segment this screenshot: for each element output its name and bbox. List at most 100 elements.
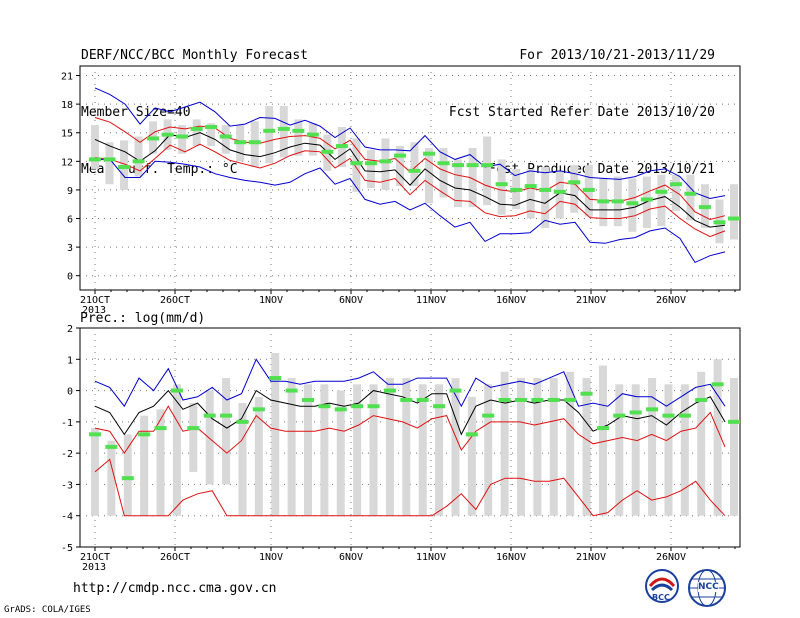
- member-box: [91, 125, 99, 169]
- member-box: [697, 371, 706, 516]
- median-marker: [132, 159, 145, 164]
- member-box: [395, 146, 404, 187]
- member-box: [484, 384, 493, 516]
- member-box: [271, 353, 280, 516]
- member-box: [533, 378, 542, 516]
- median-marker: [568, 180, 581, 185]
- x-year-label: 2013: [82, 562, 106, 573]
- x-tick-label: 26NOV: [656, 552, 686, 563]
- member-box: [410, 142, 419, 187]
- member-box: [336, 390, 345, 516]
- y-tick-label: -4: [61, 512, 73, 523]
- bcc-logo-icon: [645, 569, 679, 603]
- member-box: [320, 384, 329, 516]
- member-box: [304, 384, 312, 516]
- median-marker: [449, 388, 462, 393]
- y-tick-label: 3: [67, 243, 73, 254]
- median-marker: [678, 413, 691, 418]
- median-marker: [547, 397, 560, 402]
- median-marker: [400, 397, 413, 402]
- y-tick-label: -1: [61, 418, 73, 429]
- median-marker: [640, 197, 653, 202]
- series-line-mean: [94, 132, 726, 228]
- member-box: [107, 440, 116, 516]
- median-marker: [318, 404, 331, 409]
- series-line-lower_inner: [94, 143, 726, 238]
- member-box: [648, 378, 657, 516]
- temperature-panel: 0 3 6 9 12 15 18 21 21OCT 26OCT 1NOV 6NOV 11NOV 16NOV…: [61, 65, 741, 316]
- member-box: [598, 365, 607, 516]
- y-tick-label: -5: [61, 543, 73, 554]
- median-marker: [495, 182, 508, 187]
- member-box: [178, 125, 187, 154]
- x-tick-label: 26NOV: [656, 295, 686, 306]
- x-tick-label: 1NOV: [259, 295, 283, 306]
- median-marker: [510, 187, 523, 192]
- median-marker: [646, 407, 659, 412]
- median-marker: [350, 161, 363, 166]
- member-box: [134, 136, 143, 177]
- member-box: [615, 384, 624, 516]
- member-box: [294, 119, 303, 156]
- member-box: [385, 378, 394, 516]
- median-marker: [465, 432, 478, 437]
- median-marker: [103, 157, 116, 162]
- median-marker: [466, 163, 479, 168]
- median-marker: [613, 413, 626, 418]
- fcst-started-date: Fcst Started Refer Date 2013/10/20: [448, 105, 715, 120]
- bcc-logo: BCC: [640, 568, 686, 608]
- median-marker: [662, 413, 675, 418]
- member-box: [189, 403, 198, 472]
- median-marker: [524, 184, 537, 189]
- median-marker: [498, 397, 511, 402]
- median-marker: [335, 144, 348, 149]
- member-box: [439, 147, 448, 198]
- median-marker: [564, 397, 577, 402]
- median-marker: [669, 182, 682, 187]
- x-tick-label: 6NOV: [339, 552, 363, 563]
- precipitation-panel: -5 -4 -3 -2 -1 0 1 2 21OCT 26OCT 1NOV 6NOV 11NOV 16NO…: [61, 324, 741, 573]
- median-marker: [437, 161, 450, 166]
- member-box: [500, 371, 509, 516]
- median-marker: [698, 205, 711, 210]
- series-line-lower_inner: [94, 458, 726, 517]
- median-marker: [553, 189, 566, 194]
- member-box: [497, 159, 506, 215]
- y-tick-label: 2: [67, 324, 73, 335]
- median-marker: [626, 201, 639, 206]
- ncc-logo: NCC: [685, 568, 731, 608]
- median-marker: [321, 149, 334, 154]
- median-marker: [379, 159, 392, 164]
- median-marker: [248, 140, 261, 145]
- median-marker: [515, 397, 527, 402]
- median-marker: [234, 140, 247, 145]
- member-box: [353, 384, 362, 516]
- median-marker: [482, 413, 495, 418]
- member-box: [238, 403, 247, 516]
- x-tick-label: 26OCT: [160, 552, 190, 563]
- median-marker: [695, 397, 708, 402]
- median-marker: [170, 388, 183, 393]
- member-box: [418, 384, 427, 516]
- median-marker: [203, 413, 216, 418]
- median-marker: [423, 151, 436, 156]
- median-marker: [580, 391, 593, 396]
- member-box: [287, 378, 296, 516]
- member-box: [369, 384, 378, 516]
- median-marker: [138, 432, 151, 437]
- median-marker: [220, 413, 233, 418]
- median-marker: [364, 161, 377, 166]
- median-marker: [190, 126, 203, 131]
- series-line-lower_outer: [95, 158, 726, 264]
- member-box: [686, 174, 695, 221]
- median-marker: [611, 199, 624, 204]
- median-marker: [629, 410, 642, 415]
- member-box: [221, 125, 230, 154]
- x-tick-label: 16NOV: [496, 295, 526, 306]
- footer-url[interactable]: http://cmdp.ncc.cma.gov.cn: [73, 581, 277, 596]
- member-box: [566, 371, 575, 516]
- y-tick-label: 18: [61, 100, 73, 111]
- median-marker: [252, 407, 265, 412]
- median-marker: [154, 426, 167, 431]
